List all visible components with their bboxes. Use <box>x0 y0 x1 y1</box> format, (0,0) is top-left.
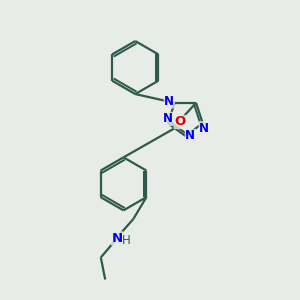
Text: N: N <box>185 129 195 142</box>
Text: N: N <box>163 112 173 125</box>
Text: H: H <box>122 234 131 247</box>
Text: O: O <box>174 116 185 128</box>
Text: N: N <box>111 232 123 245</box>
Text: N: N <box>199 122 209 135</box>
Text: N: N <box>164 95 174 108</box>
